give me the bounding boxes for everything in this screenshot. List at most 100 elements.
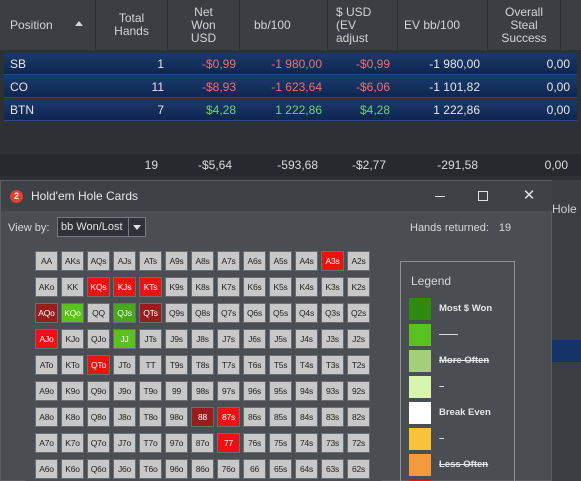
hand-cell[interactable]: Q3s (321, 303, 344, 323)
hand-cell[interactable]: A6s (243, 251, 266, 271)
hand-cell[interactable]: K7o (61, 433, 84, 453)
hand-cell[interactable]: QTs (139, 303, 162, 323)
hand-cell[interactable]: 87o (191, 433, 214, 453)
hand-cell[interactable]: 76s (243, 433, 266, 453)
header-usd-ev[interactable]: $ USD (EV adjust (328, 0, 398, 50)
header-ev-bb100[interactable]: EV bb/100 (398, 0, 488, 50)
hand-cell[interactable]: ATo (35, 355, 58, 375)
hand-cell[interactable]: 92s (347, 381, 370, 401)
hand-cell[interactable]: Q7o (87, 433, 110, 453)
hand-cell[interactable]: QQ (87, 303, 110, 323)
hand-cell[interactable]: JTo (113, 355, 136, 375)
hand-cell[interactable]: AKs (61, 251, 84, 271)
hand-cell[interactable]: 93s (321, 381, 344, 401)
hand-cell[interactable]: Q9s (165, 303, 188, 323)
hand-cell[interactable]: K2s (347, 277, 370, 297)
hand-cell[interactable]: Q8o (87, 407, 110, 427)
hand-cell[interactable]: KK (61, 277, 84, 297)
hand-cell[interactable]: A7o (35, 433, 58, 453)
hand-cell[interactable]: 97o (165, 433, 188, 453)
hand-cell[interactable]: 99 (165, 381, 188, 401)
hand-cell[interactable]: K7s (217, 277, 240, 297)
hand-cell[interactable]: AJo (35, 329, 58, 349)
hand-cell[interactable]: J8o (113, 407, 136, 427)
maximize-button[interactable] (470, 185, 496, 207)
hand-cell[interactable]: KTo (61, 355, 84, 375)
header-steal-success[interactable]: Overall Steal Success (488, 0, 561, 50)
hand-cell[interactable]: K3s (321, 277, 344, 297)
hand-cell[interactable]: TT (139, 355, 162, 375)
hand-cell[interactable]: T5s (269, 355, 292, 375)
hand-cell[interactable]: Q5s (269, 303, 292, 323)
hand-cell[interactable]: Q9o (87, 381, 110, 401)
hand-cell[interactable]: KJo (61, 329, 84, 349)
hand-cell[interactable]: JTs (139, 329, 162, 349)
hand-cell[interactable]: 63s (321, 459, 344, 479)
hand-cell[interactable]: J8s (191, 329, 214, 349)
hand-cell[interactable]: 97s (217, 381, 240, 401)
hand-cell[interactable]: 74s (295, 433, 318, 453)
hand-cell[interactable]: A4s (295, 251, 318, 271)
hand-cell[interactable]: A9s (165, 251, 188, 271)
hand-cell[interactable]: J7o (113, 433, 136, 453)
hand-cell[interactable]: A8o (35, 407, 58, 427)
hand-cell[interactable]: K9o (61, 381, 84, 401)
hand-cell[interactable]: 95s (269, 381, 292, 401)
hand-cell[interactable]: J6o (113, 459, 136, 479)
header-total-hands[interactable]: Total Hands (96, 0, 168, 50)
hand-cell[interactable]: AQs (87, 251, 110, 271)
hand-cell[interactable]: J2s (347, 329, 370, 349)
hand-cell[interactable]: T8s (191, 355, 214, 375)
hand-cell[interactable]: AKo (35, 277, 58, 297)
hand-cell[interactable]: QTo (87, 355, 110, 375)
hand-cell[interactable]: Q4s (295, 303, 318, 323)
hand-cell[interactable]: AQo (35, 303, 58, 323)
hand-cell[interactable]: K6s (243, 277, 266, 297)
hand-cell[interactable]: KJs (113, 277, 136, 297)
hand-cell[interactable]: K8o (61, 407, 84, 427)
hand-cell[interactable]: 77 (217, 433, 240, 453)
hand-cell[interactable]: Q6s (243, 303, 266, 323)
hand-cell[interactable]: Q8s (191, 303, 214, 323)
hand-cell[interactable]: 86s (243, 407, 266, 427)
hand-cell[interactable]: 82s (347, 407, 370, 427)
hand-cell[interactable]: KQo (61, 303, 84, 323)
hand-cell[interactable]: 88 (191, 407, 214, 427)
hand-cell[interactable]: 72s (347, 433, 370, 453)
hand-cell[interactable]: A3s (321, 251, 344, 271)
window-titlebar[interactable]: 2 Hold'em Hole Cards ✕ (1, 181, 552, 211)
hand-cell[interactable]: A5s (269, 251, 292, 271)
header-position[interactable]: Position (0, 0, 96, 50)
hand-cell[interactable]: A2s (347, 251, 370, 271)
hand-cell[interactable]: KQs (87, 277, 110, 297)
hand-cell[interactable]: K6o (61, 459, 84, 479)
hand-cell[interactable]: T9o (139, 381, 162, 401)
hand-cell[interactable]: 76o (217, 459, 240, 479)
hand-cell[interactable]: 98o (165, 407, 188, 427)
header-bb100[interactable]: bb/100 (240, 0, 328, 50)
hand-cell[interactable]: T6o (139, 459, 162, 479)
hole-cards-tab[interactable]: Hole (552, 202, 577, 216)
hand-cell[interactable]: K9s (165, 277, 188, 297)
hand-cell[interactable]: 86o (191, 459, 214, 479)
view-by-dropdown[interactable]: bb Won/Lost (57, 217, 146, 237)
hand-cell[interactable]: 66 (243, 459, 266, 479)
hand-cell[interactable]: 62s (347, 459, 370, 479)
hand-cell[interactable]: T3s (321, 355, 344, 375)
table-row[interactable]: SB 1 -$0,99 -1 980,00 -$0,99 -1 980,00 0… (4, 53, 577, 75)
hand-cell[interactable]: 73s (321, 433, 344, 453)
hand-cell[interactable]: T7o (139, 433, 162, 453)
hand-cell[interactable]: QJo (87, 329, 110, 349)
hand-cell[interactable]: 65s (269, 459, 292, 479)
hand-cell[interactable]: 85s (269, 407, 292, 427)
hand-cell[interactable]: 87s (217, 407, 240, 427)
hand-cell[interactable]: K4s (295, 277, 318, 297)
hand-cell[interactable]: AJs (113, 251, 136, 271)
hand-cell[interactable]: A6o (35, 459, 58, 479)
hand-cell[interactable]: J9s (165, 329, 188, 349)
close-button[interactable]: ✕ (516, 185, 542, 207)
hand-cell[interactable]: J5s (269, 329, 292, 349)
hand-cell[interactable]: Q7s (217, 303, 240, 323)
hand-cell[interactable]: J4s (295, 329, 318, 349)
hand-cell[interactable]: 64s (295, 459, 318, 479)
